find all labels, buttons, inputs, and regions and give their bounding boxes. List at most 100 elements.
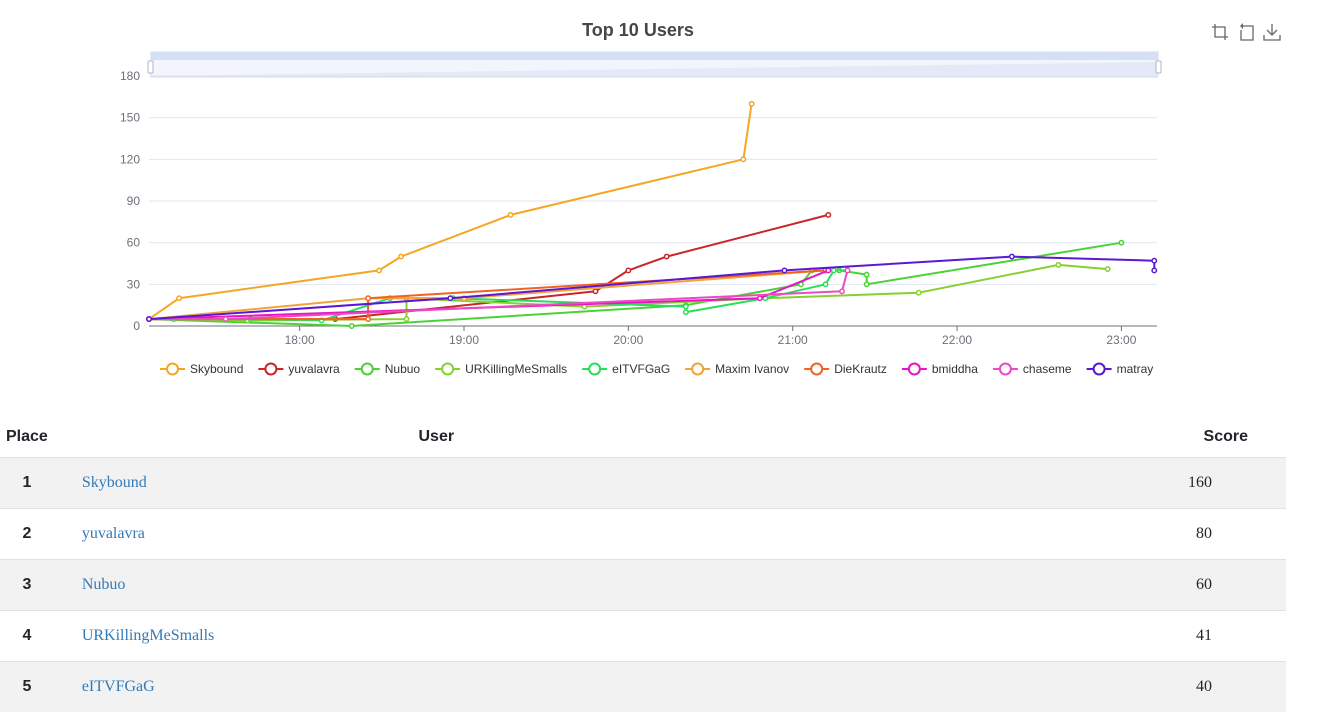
table-row: 4 URKillingMeSmalls 41 [0,610,1286,662]
series-line [149,269,826,321]
data-point [781,267,788,274]
data-point [756,295,763,302]
data-point [592,288,599,295]
user-link[interactable]: eITVFGaG [81,678,155,695]
user-link[interactable]: Nubuo [81,576,126,593]
legend-label: chaseme [1023,362,1072,376]
row-place: 1 [0,457,54,509]
x-tick-label: 20:00 [613,333,643,347]
legend-label: eITVFGaG [612,362,670,376]
series-line [149,213,829,321]
data-point [376,267,383,274]
y-tick-label: 120 [120,152,140,166]
chart-title: Top 10 Users [582,20,694,40]
legend-label: Skybound [190,362,243,376]
data-point [844,267,851,274]
data-point [398,253,404,260]
data-point [146,316,152,323]
legend-swatch-marker [166,362,179,376]
row-score: 80 [818,508,1286,560]
legend-swatch-marker [810,362,824,376]
data-point [507,211,514,218]
data-point [1008,253,1015,260]
user-link[interactable]: URKillingMeSmalls [81,627,215,644]
data-point [222,316,229,323]
row-score: 41 [818,610,1286,662]
restore-icon[interactable] [1237,22,1257,42]
legend-swatch-marker [998,362,1012,376]
data-point [863,271,870,278]
legend-label: bmiddha [932,362,978,376]
legend-label: DieKrautz [834,362,887,376]
header-user: User [53,416,819,458]
data-point [915,289,922,296]
legend-label: yuvalavra [288,362,340,376]
zoom-handle-right [1155,60,1162,74]
row-place: 4 [0,610,54,662]
user-link[interactable]: Skybound [81,474,147,491]
header-score: Score [818,416,1286,458]
zoom-handle-left [147,60,154,74]
table-row: 5 eITVFGaG 40 [0,661,1286,712]
series-line [148,255,1156,321]
series-line [148,103,753,320]
legend-swatch-marker [264,362,278,376]
x-tick-label: 23:00 [1106,333,1136,347]
data-point [839,288,845,295]
data-point [1118,239,1125,246]
table-row: 2 yuvalavra 80 [0,508,1286,560]
crop-zoom-icon[interactable] [1211,22,1231,42]
legend-swatch-marker [588,362,602,376]
data-point [403,316,410,323]
legend-swatch-marker [441,362,455,376]
data-point [365,316,372,323]
chart-canvas: Top 10 Users 0 30 60 90 120 150 180 18:00 19:00 20… [120,20,1162,376]
data-point [176,295,183,302]
data-point [663,253,670,260]
data-point [1055,261,1062,268]
data-point [1104,266,1111,273]
data-point [447,295,454,302]
scoreboard-table: Place User Score 1 Skybound 160 2 yuvala… [0,416,1286,712]
data-point [825,211,832,218]
y-tick-label: 0 [133,319,140,333]
series-line [148,269,826,321]
data-point [825,267,832,274]
row-score: 40 [818,661,1286,712]
y-tick-label: 90 [127,194,141,208]
data-point [1151,267,1158,274]
table-row: 3 Nubuo 60 [0,559,1286,611]
legend-swatch-marker [360,362,374,376]
legend-swatch-marker [691,362,705,376]
x-tick-label: 19:00 [449,333,479,347]
x-tick-label: 22:00 [942,333,972,347]
legend-label: URKillingMeSmalls [465,362,567,376]
y-tick-label: 30 [127,277,141,291]
y-tick-label: 150 [120,111,140,125]
row-place: 3 [0,559,54,611]
user-link[interactable]: yuvalavra [81,525,145,542]
row-score: 60 [818,559,1286,611]
data-point [822,281,829,288]
data-point [740,156,747,163]
series-line [149,270,849,321]
data-point [625,267,632,274]
y-tick-label: 180 [120,69,140,83]
data-point [348,323,355,329]
legend-label: Maxim Ivanov [715,362,789,376]
y-tick-label: 60 [127,236,141,250]
row-place: 5 [0,661,54,712]
data-point [830,267,837,274]
row-place: 2 [0,508,54,560]
data-point [682,309,689,316]
row-score: 160 [818,457,1286,509]
data-point [682,303,689,310]
legend-swatch-marker [907,362,921,376]
legend-label: matray [1117,362,1154,376]
zoom-slider-selection [151,52,1158,60]
download-icon[interactable] [1262,22,1282,42]
table-header-row: Place User Score [0,416,1286,458]
zoom-slider-preview [151,62,1158,76]
data-point [748,100,755,107]
data-point [863,281,870,288]
